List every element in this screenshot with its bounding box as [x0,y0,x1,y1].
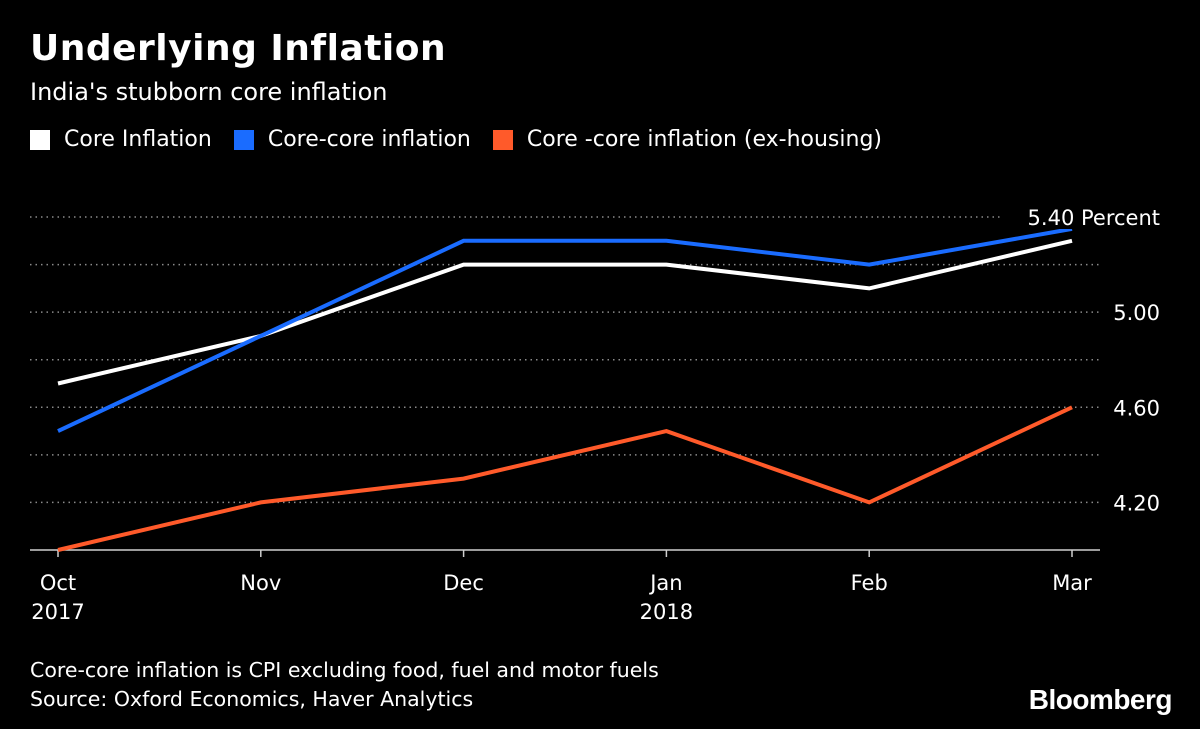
chart-subtitle: India's stubborn core inflation [30,78,388,106]
x-tick-label-jan: Jan [648,571,682,595]
legend-item-core: Core Inflation [30,127,212,152]
y-tick-label-bg-1 [1102,391,1164,420]
y-tick-label-0: 4.20 [1113,491,1160,515]
y-tick-label-bg-2 [1102,296,1164,325]
series-line-0 [57,238,1073,386]
y-tick-label-bg-0 [1102,486,1164,515]
x-tick-sublabel-2017: 2017 [31,600,84,624]
x-tick-label-feb: Feb [851,571,888,595]
chart-notes: Core-core inflation is CPI excluding foo… [30,656,659,714]
source-line: Source: Oxford Economics, Haver Analytic… [30,687,474,711]
legend: Core Inflation Core-core inflation Core … [30,127,904,152]
x-tick-label-dec: Dec [443,571,484,595]
x-tick-sublabel-2018: 2018 [640,600,693,624]
legend-label-core-core-ex-housing: Core -core inflation (ex-housing) [526,127,883,152]
footnote: Core-core inflation is CPI excluding foo… [30,658,659,682]
x-tick-label-oct: Oct [40,571,76,595]
legend-swatch-core [30,129,50,150]
legend-label-core-core: Core-core inflation [267,127,471,152]
chart-title: Underlying Inflation [30,28,447,69]
x-tick-label-mar: Mar [1052,571,1092,595]
series-line-2 [57,405,1073,552]
y-tick-label-3: 5.40 Percent [1028,206,1160,230]
legend-swatch-core-core-ex-housing [492,129,513,150]
legend-label-core: Core Inflation [64,127,212,152]
x-tick-label-nov: Nov [240,571,281,595]
legend-item-core-core: Core-core inflation [233,127,471,152]
y-tick-label-bg-3 [1002,201,1164,229]
legend-item-core-core-ex-housing: Core -core inflation (ex-housing) [492,127,883,152]
series-line-1 [57,226,1073,433]
legend-swatch-core-core [233,129,254,150]
bloomberg-logo: Bloomberg [1028,684,1173,715]
y-tick-label-2: 5.00 [1113,301,1160,325]
y-tick-label-1: 4.60 [1113,396,1160,420]
